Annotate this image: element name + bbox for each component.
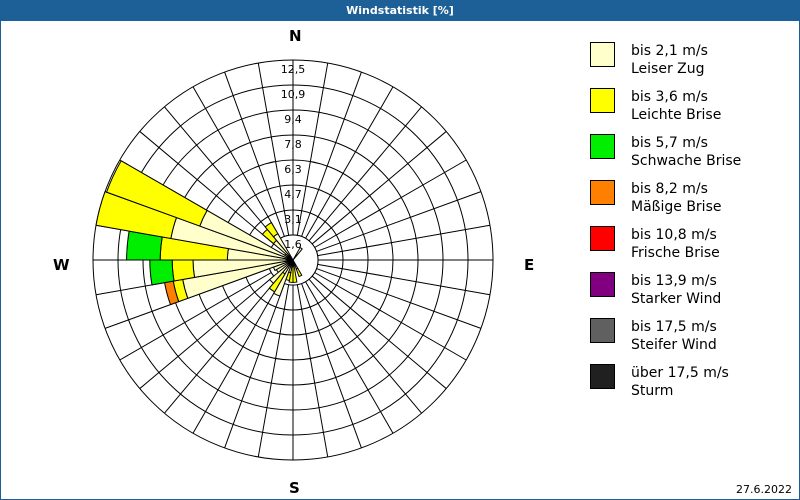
legend-item: bis 8,2 m/s Mäßige Brise [590, 180, 790, 226]
svg-text:4,7: 4,7 [284, 188, 302, 201]
legend-range: bis 10,8 m/s [631, 227, 717, 243]
legend: bis 2,1 m/s Leiser Zug bis 3,6 m/s Leichte… [590, 42, 790, 410]
legend-label: Frische Brise [631, 245, 720, 261]
legend-label: Sturm [631, 383, 674, 399]
svg-text:9,4: 9,4 [284, 113, 302, 126]
legend-item: bis 10,8 m/s Frische Brise [590, 226, 790, 272]
legend-swatch [590, 318, 615, 343]
legend-label: Leichte Brise [631, 107, 722, 123]
legend-item: bis 3,6 m/s Leichte Brise [590, 88, 790, 134]
title-bar: Windstatistik [%] [0, 0, 800, 21]
legend-label: Mäßige Brise [631, 199, 722, 215]
legend-swatch [590, 42, 615, 67]
compass-east-label: E [524, 256, 535, 274]
legend-swatch [590, 364, 615, 389]
svg-text:3,1: 3,1 [284, 213, 302, 226]
compass-west-label: W [53, 256, 70, 274]
legend-swatch [590, 180, 615, 205]
legend-swatch [590, 134, 615, 159]
legend-range: bis 3,6 m/s [631, 89, 708, 105]
legend-swatch [590, 272, 615, 297]
legend-item: bis 17,5 m/s Steifer Wind [590, 318, 790, 364]
legend-item: bis 13,9 m/s Starker Wind [590, 272, 790, 318]
legend-range: bis 13,9 m/s [631, 273, 717, 289]
legend-range: über 17,5 m/s [631, 365, 729, 381]
svg-text:7,8: 7,8 [284, 138, 302, 151]
legend-range: bis 8,2 m/s [631, 181, 708, 197]
svg-text:10,9: 10,9 [281, 88, 306, 101]
legend-label: Starker Wind [631, 291, 722, 307]
compass-south-label: S [289, 479, 300, 497]
svg-text:1,6: 1,6 [284, 238, 302, 251]
legend-item: über 17,5 m/s Sturm [590, 364, 790, 410]
svg-text:12,5: 12,5 [281, 63, 306, 76]
legend-item: bis 5,7 m/s Schwache Brise [590, 134, 790, 180]
legend-range: bis 17,5 m/s [631, 319, 717, 335]
legend-label: Steifer Wind [631, 337, 717, 353]
compass-north-label: N [289, 27, 302, 45]
legend-label: Schwache Brise [631, 153, 742, 169]
svg-text:6,3: 6,3 [284, 163, 302, 176]
legend-label: Leiser Zug [631, 61, 705, 77]
legend-swatch [590, 226, 615, 251]
legend-range: bis 5,7 m/s [631, 135, 708, 151]
date-stamp: 27.6.2022 [736, 483, 792, 496]
legend-range: bis 2,1 m/s [631, 43, 708, 59]
legend-item: bis 2,1 m/s Leiser Zug [590, 42, 790, 88]
legend-swatch [590, 88, 615, 113]
